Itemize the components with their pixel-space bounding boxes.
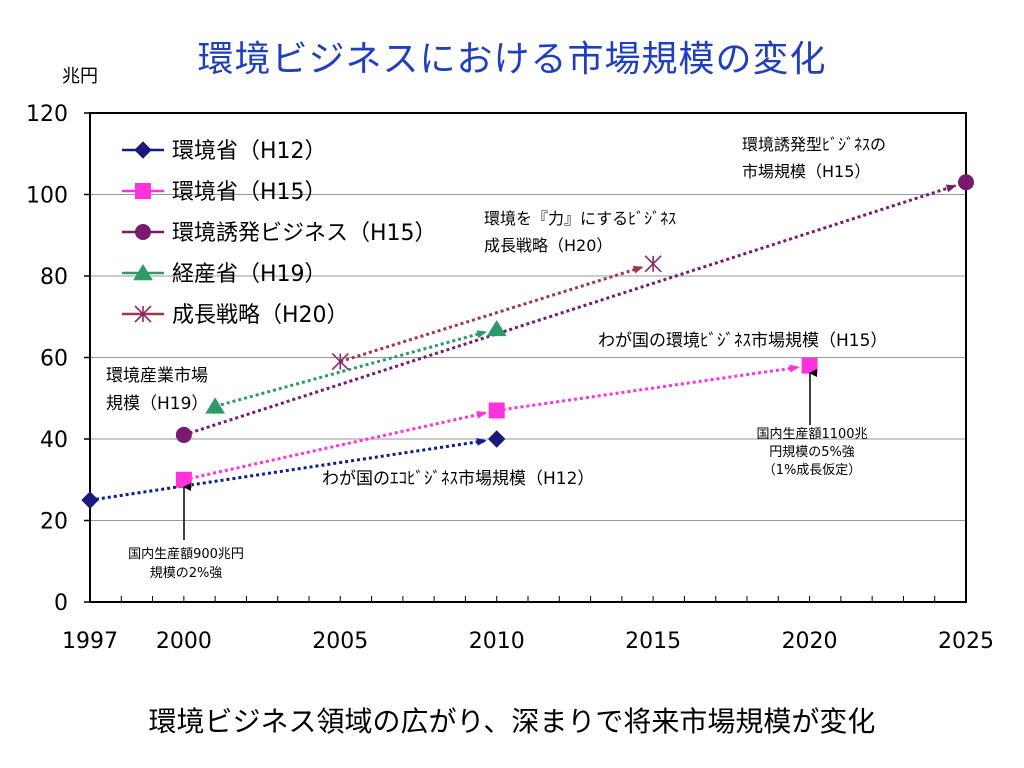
svg-text:円規模の5%強: 円規模の5%強 [769,445,855,460]
series-line-segment [89,438,487,502]
legend-marker-square [135,183,151,199]
x-tick-label: 2015 [625,629,681,654]
series-line-segment [339,265,644,364]
series-line-segment [214,330,488,408]
data-point-asterisk [644,255,662,273]
annotation-note-2000: 国内生産額900兆円 規模の2%強 [128,546,244,581]
annotation-line: 規模の2%強 [150,566,223,581]
svg-text:わが国のｴｺﾋﾞｼﾞﾈｽ市場規模（H12）: わが国のｴｺﾋﾞｼﾞﾈｽ市場規模（H12） [322,469,594,489]
legend-item: 環境省（H12） [122,139,327,164]
annotation-japan-h15: わが国の環境ﾋﾞｼﾞﾈｽ市場規模（H15） [598,331,887,351]
x-axis-ticks: 1997 2000 2005 2010 2015 2020 2025 [62,596,994,654]
data-point-square [801,357,818,374]
annotation-env-induced: 環境誘発型ﾋﾞｼﾞﾈｽの 市場規模（H15） [742,135,886,181]
svg-text:市場規模（H15）: 市場規模（H15） [742,162,870,181]
data-point-diamond [81,491,99,509]
data-point-triangle [205,397,226,414]
y-tick-label: 0 [54,591,68,616]
y-axis-unit: 兆円 [62,66,98,87]
annotation-note-2020: 国内生産額1100兆 円規模の5%強 （1%成長仮定） [756,426,867,478]
market-size-chart: 兆円 0 20 40 60 80 100 120 1997 2000 2005 2010 2015 2… [26,66,994,654]
legend-label: 成長戦略（H20） [172,303,349,328]
legend-label: 環境省（H15） [172,180,327,205]
y-axis-ticks: 0 20 40 60 80 100 120 [26,102,90,616]
legend-marker-asterisk [134,305,152,323]
annotation-line: 国内生産額1100兆 [756,426,867,442]
legend-label: 環境省（H12） [172,139,327,164]
data-point-triangle [486,319,507,337]
annotation-line: 環境産業市場 [106,366,208,386]
annotation-line: わが国のｴｺﾋﾞｼﾞﾈｽ市場規模（H12） [322,469,594,489]
series-markers [81,174,974,509]
svg-text:環境誘発型ﾋﾞｼﾞﾈｽの: 環境誘発型ﾋﾞｼﾞﾈｽの [742,135,886,154]
legend-marker-circle [135,224,151,240]
x-tick-label: 2025 [938,629,994,654]
y-tick-label: 120 [26,102,68,127]
svg-text:（1%成長仮定）: （1%成長仮定） [763,463,862,478]
series-line-segment [496,364,800,412]
svg-text:わが国の環境ﾋﾞｼﾞﾈｽ市場規模（H15）: わが国の環境ﾋﾞｼﾞﾈｽ市場規模（H15） [598,331,887,351]
slide-title: 環境ビジネスにおける市場規模の変化 [197,39,827,80]
annotation-line: （1%成長仮定） [763,463,862,478]
y-tick-label: 40 [40,428,68,453]
y-tick-label: 60 [40,347,68,372]
x-tick-label: 2005 [312,629,368,654]
x-tick-label: 2000 [156,629,212,654]
annotation-line: 円規模の5%強 [769,445,855,460]
grid-lines [90,194,966,521]
svg-text:環境を『力』にするﾋﾞｼﾞﾈｽ: 環境を『力』にするﾋﾞｼﾞﾈｽ [484,209,676,228]
y-tick-label: 100 [26,184,68,209]
data-point-circle [958,174,974,191]
svg-text:成長戦略（H20）: 成長戦略（H20） [484,236,612,255]
annotation-line: 成長戦略（H20） [484,236,612,255]
legend-label: 経産省（H19） [172,262,327,287]
legend: 環境省（H12） 環境省（H15） 環境誘発ビジネス（H15） 経産省（H19） 成長戦… [122,139,437,328]
annotation-line: 市場規模（H15） [742,162,870,181]
x-tick-label: 2010 [469,629,525,654]
annotation-growth-strategy: 環境を『力』にするﾋﾞｼﾞﾈｽ 成長戦略（H20） [484,209,676,255]
legend-item: 成長戦略（H20） [122,303,349,328]
svg-text:環境産業市場: 環境産業市場 [106,366,208,386]
legend-item: 経産省（H19） [122,262,327,287]
svg-text:国内生産額900兆円: 国内生産額900兆円 [128,546,244,562]
data-point-circle [175,426,192,443]
svg-text:規模（H19）: 規模（H19） [106,394,208,414]
data-point-diamond [488,430,506,448]
annotation-line: 環境を『力』にするﾋﾞｼﾞﾈｽ [484,209,676,228]
legend-marker-triangle [133,264,153,281]
annotation-industry-h19: 環境産業市場 規模（H19） [106,366,208,414]
annotation-line: 環境誘発型ﾋﾞｼﾞﾈｽの [742,135,886,154]
x-tick-label: 2020 [782,629,838,654]
legend-item: 環境誘発ビジネス（H15） [122,221,437,246]
annotation-line: わが国の環境ﾋﾞｼﾞﾈｽ市場規模（H15） [598,331,887,351]
series-lines [89,184,957,502]
svg-text:国内生産額1100兆: 国内生産額1100兆 [756,426,867,442]
legend-marker-diamond [134,141,152,159]
svg-text:規模の2%強: 規模の2%強 [150,566,223,581]
data-point-asterisk [331,353,349,371]
legend-item: 環境省（H15） [122,180,327,205]
annotation-line: 国内生産額900兆円 [128,546,244,562]
annotation-eco-h12: わが国のｴｺﾋﾞｼﾞﾈｽ市場規模（H12） [322,469,594,489]
data-point-square [488,402,505,419]
annotation-line: 規模（H19） [106,394,208,414]
slide-footer: 環境ビジネス領域の広がり、深まりで将来市場規模が変化 [148,705,876,738]
legend-label: 環境誘発ビジネス（H15） [172,221,437,246]
x-tick-label: 1997 [62,629,118,654]
data-point-square [175,471,192,488]
y-tick-label: 80 [40,265,68,290]
y-tick-label: 20 [40,510,68,535]
